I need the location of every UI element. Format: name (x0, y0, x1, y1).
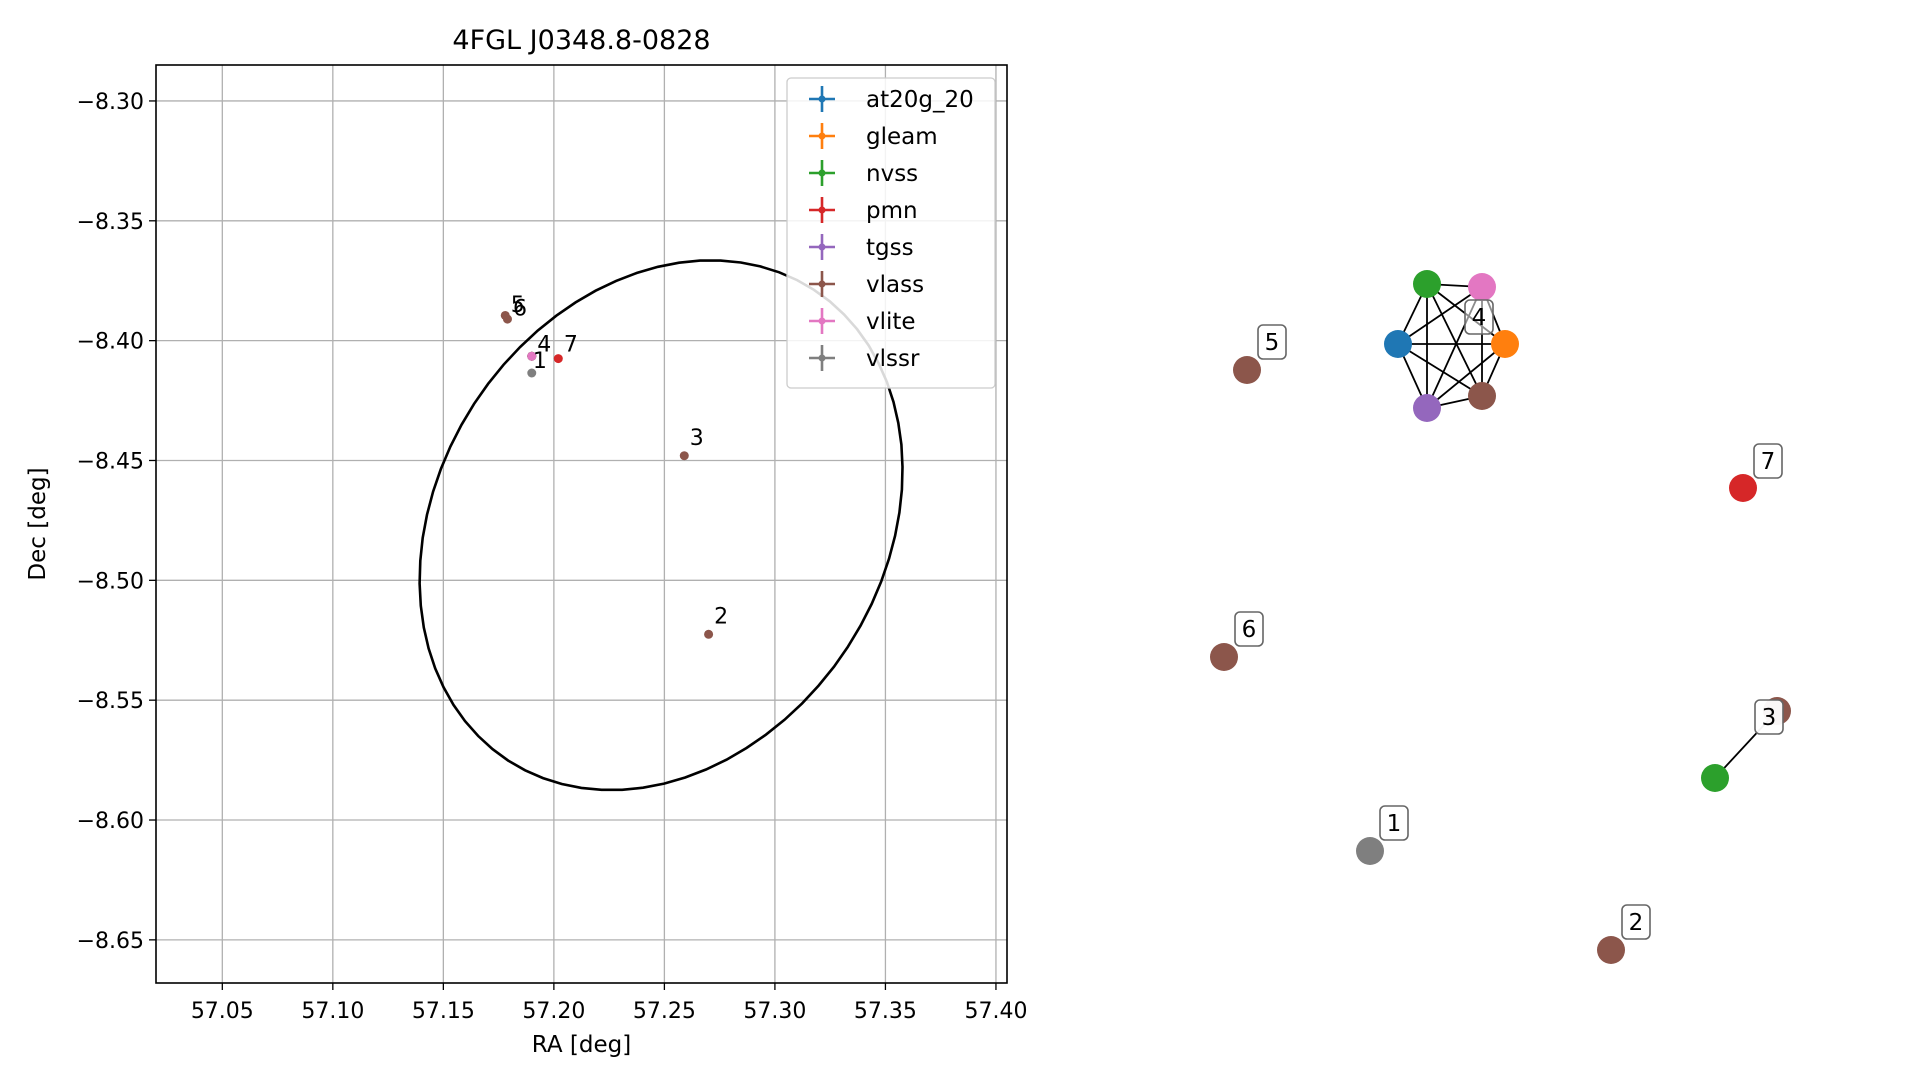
graph-label-box (1379, 805, 1409, 841)
graph-nodes (1210, 270, 1791, 964)
graph-node (1597, 936, 1625, 964)
graph-node (1701, 764, 1729, 792)
graph-label-box (1753, 443, 1783, 479)
graph-edge (1426, 283, 1483, 397)
graph-node (1491, 330, 1519, 358)
legend-entry-at20g_20: at20g_20 (866, 87, 974, 113)
graph-node (1384, 330, 1412, 358)
x-tick-label: 57.30 (743, 999, 806, 1024)
legend-box (786, 77, 996, 389)
graph-label: 2 (1629, 910, 1644, 936)
point-label: 5 (511, 293, 525, 318)
graph-label: 7 (1761, 449, 1776, 475)
graph-label-box (1257, 324, 1287, 360)
graph-edge (1397, 343, 1483, 397)
point-annotations: 1 2 3 456 7 (511, 293, 728, 630)
legend-marker (818, 317, 826, 325)
axes-frame (155, 64, 1008, 984)
point-label: 7 (564, 332, 578, 357)
graph-edge (1426, 343, 1506, 409)
legend-marker (818, 95, 826, 103)
graph-node (1468, 382, 1496, 410)
source-point-pmn (553, 354, 563, 364)
y-tick-label: −8.45 (77, 449, 144, 474)
graph-label-box (1621, 904, 1651, 940)
graph-label: 4 (1472, 305, 1487, 331)
point-label: 2 (714, 604, 728, 629)
y-axis-title: Dec [deg] (25, 467, 51, 580)
source-point-vlass (704, 629, 714, 639)
source-point-vlass (502, 314, 512, 324)
graph-edges (1397, 283, 1778, 779)
y-tick-label: −8.30 (77, 90, 144, 115)
x-tick-label: 57.35 (854, 999, 917, 1024)
graph-labels: 1 2 3 4 5 6 7 (1234, 299, 1784, 940)
legend-marker (818, 243, 826, 251)
graph-node (1468, 273, 1496, 301)
graph-node (1210, 643, 1238, 671)
x-tick-label: 57.05 (191, 999, 254, 1024)
plot-title: 4FGL J0348.8-0828 (452, 25, 710, 56)
y-tick-label: −8.60 (77, 809, 144, 834)
legend-entry-pmn: pmn (866, 198, 918, 224)
legend-entry-gleam: gleam (866, 124, 938, 150)
point-label: 6 (513, 296, 527, 321)
y-tick-label: −8.55 (77, 689, 144, 714)
point-label: 4 (537, 332, 551, 357)
x-tick-label: 57.25 (633, 999, 696, 1024)
legend-entry-nvss: nvss (866, 161, 918, 187)
graph-node (1413, 394, 1441, 422)
x-axis-title: RA [deg] (532, 1032, 631, 1058)
graph-label: 1 (1387, 811, 1402, 837)
y-tick-label: −8.65 (77, 929, 144, 954)
graph-node (1413, 270, 1441, 298)
legend-entry-vlite: vlite (866, 309, 916, 335)
graph-node (1729, 474, 1757, 502)
x-tick-label: 57.15 (412, 999, 475, 1024)
source-point-vlite (527, 351, 537, 361)
point-label: 3 (690, 426, 704, 451)
legend-marker (818, 280, 826, 288)
legend-marker (818, 354, 826, 362)
x-tick-label: 57.10 (301, 999, 364, 1024)
legend-entry-vlssr: vlssr (866, 346, 920, 372)
graph-label-box (1464, 299, 1494, 335)
legend-entry-tgss: tgss (866, 235, 914, 261)
legend-marker (818, 132, 826, 140)
y-tick-label: −8.50 (77, 569, 144, 594)
source-point-vlass (679, 451, 689, 461)
graph-edge (1397, 286, 1483, 345)
graph-label: 5 (1265, 330, 1280, 356)
graph-label-box (1754, 699, 1784, 735)
legend-marker (818, 169, 826, 177)
grid (156, 65, 1007, 983)
legend-marker (818, 206, 826, 214)
x-tick-label: 57.20 (522, 999, 585, 1024)
graph-node (1233, 356, 1261, 384)
graph-label: 6 (1242, 617, 1257, 643)
graph-label-box (1234, 611, 1264, 647)
source-point-vlssr (527, 368, 537, 378)
legend-entry-vlass: vlass (866, 272, 924, 298)
y-tick-label: −8.35 (77, 210, 144, 235)
x-axis: 57.05 57.10 57.15 57.20 57.25 57.30 57.35 57.40 (191, 983, 1027, 1024)
sky-map-plot: 4FGL J0348.8-0828 57.05 57.10 57.15 57.20 57… (25, 25, 1027, 1058)
point-label: 1 (533, 349, 547, 374)
graph-label: 3 (1762, 705, 1777, 731)
x-tick-label: 57.40 (964, 999, 1027, 1024)
y-tick-label: −8.40 (77, 330, 144, 355)
source-points (500, 310, 714, 639)
crossmatch-graph: 1 2 3 4 5 6 7 (1210, 270, 1791, 964)
y-axis: −8.30 −8.35 −8.40 −8.45 −8.50 −8.55 −8.60 −8.65 (77, 90, 156, 954)
graph-node (1356, 837, 1384, 865)
